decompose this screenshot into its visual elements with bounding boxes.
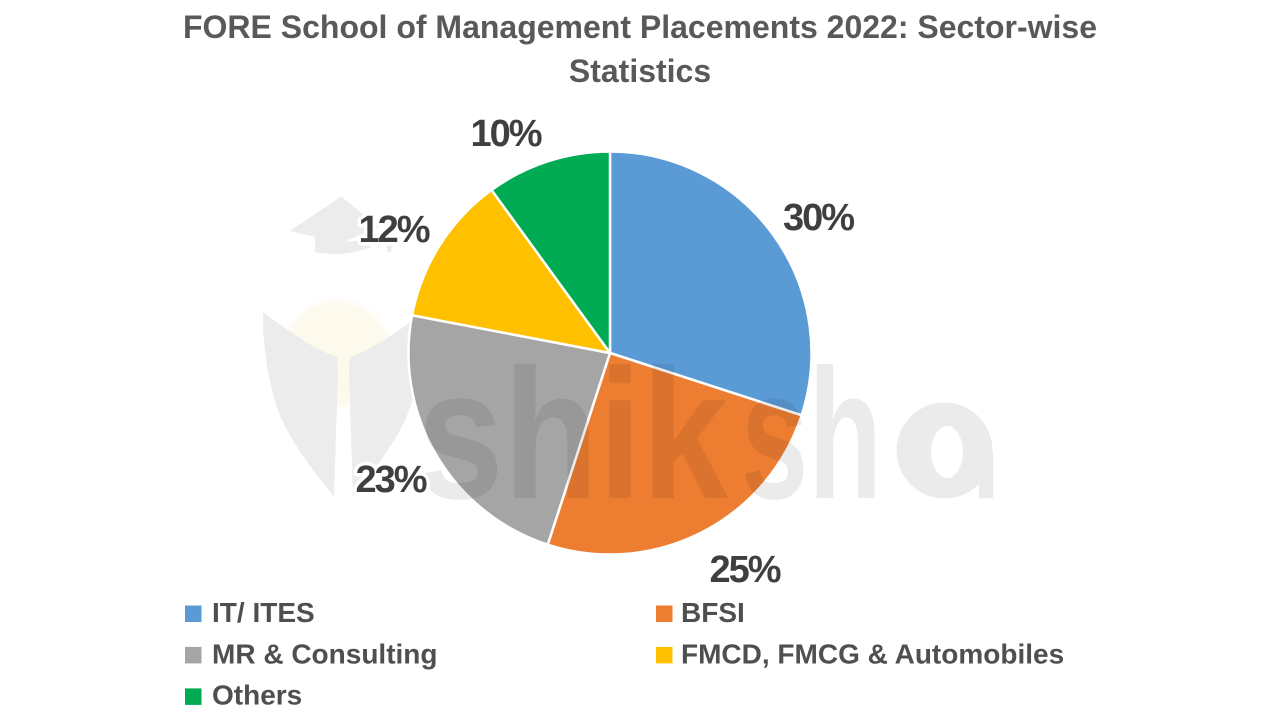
svg-text:IT/ ITES: IT/ ITES (212, 597, 315, 628)
svg-text:12%: 12% (358, 209, 429, 251)
svg-text:MR & Consulting: MR & Consulting (212, 639, 438, 670)
svg-text:shik: shik (417, 332, 729, 538)
svg-text:FMCD, FMCG & Automobiles: FMCD, FMCG & Automobiles (681, 639, 1064, 670)
svg-text:Statistics: Statistics (569, 53, 711, 89)
svg-text:10%: 10% (470, 113, 541, 155)
svg-text:BFSI: BFSI (681, 597, 745, 628)
svg-text:sh: sh (741, 332, 882, 538)
svg-text:30%: 30% (783, 197, 854, 239)
svg-text:Others: Others (212, 680, 302, 711)
svg-text:25%: 25% (709, 549, 780, 591)
svg-text:23%: 23% (355, 459, 426, 501)
svg-text:FORE School of Management Plac: FORE School of Management Placements 202… (183, 9, 1097, 45)
